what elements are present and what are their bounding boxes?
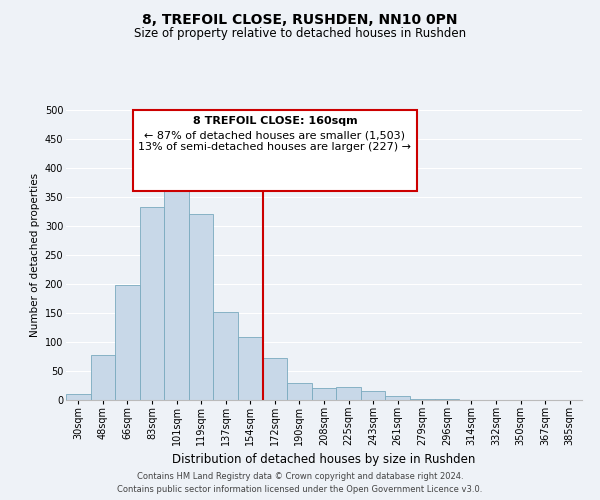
- Text: ← 87% of detached houses are smaller (1,503): ← 87% of detached houses are smaller (1,…: [145, 130, 406, 140]
- Y-axis label: Number of detached properties: Number of detached properties: [31, 173, 40, 337]
- Bar: [115, 285, 140, 400]
- Text: 8, TREFOIL CLOSE, RUSHDEN, NN10 0PN: 8, TREFOIL CLOSE, RUSHDEN, NN10 0PN: [142, 12, 458, 26]
- Bar: [189, 214, 214, 400]
- Bar: [385, 396, 410, 400]
- Text: 13% of semi-detached houses are larger (227) →: 13% of semi-detached houses are larger (…: [139, 142, 412, 152]
- Bar: [312, 388, 336, 400]
- Bar: [214, 312, 238, 400]
- Text: Contains public sector information licensed under the Open Government Licence v3: Contains public sector information licen…: [118, 485, 482, 494]
- X-axis label: Distribution of detached houses by size in Rushden: Distribution of detached houses by size …: [172, 454, 476, 466]
- Bar: [140, 207, 164, 400]
- Bar: [336, 386, 361, 400]
- Bar: [66, 394, 91, 400]
- Bar: [361, 392, 385, 400]
- Text: Size of property relative to detached houses in Rushden: Size of property relative to detached ho…: [134, 28, 466, 40]
- Text: 8 TREFOIL CLOSE: 160sqm: 8 TREFOIL CLOSE: 160sqm: [193, 116, 357, 126]
- Bar: [287, 382, 312, 400]
- Bar: [410, 399, 434, 400]
- Bar: [238, 338, 263, 400]
- Text: Contains HM Land Registry data © Crown copyright and database right 2024.: Contains HM Land Registry data © Crown c…: [137, 472, 463, 481]
- Bar: [164, 175, 189, 400]
- Bar: [91, 355, 115, 400]
- Bar: [263, 358, 287, 400]
